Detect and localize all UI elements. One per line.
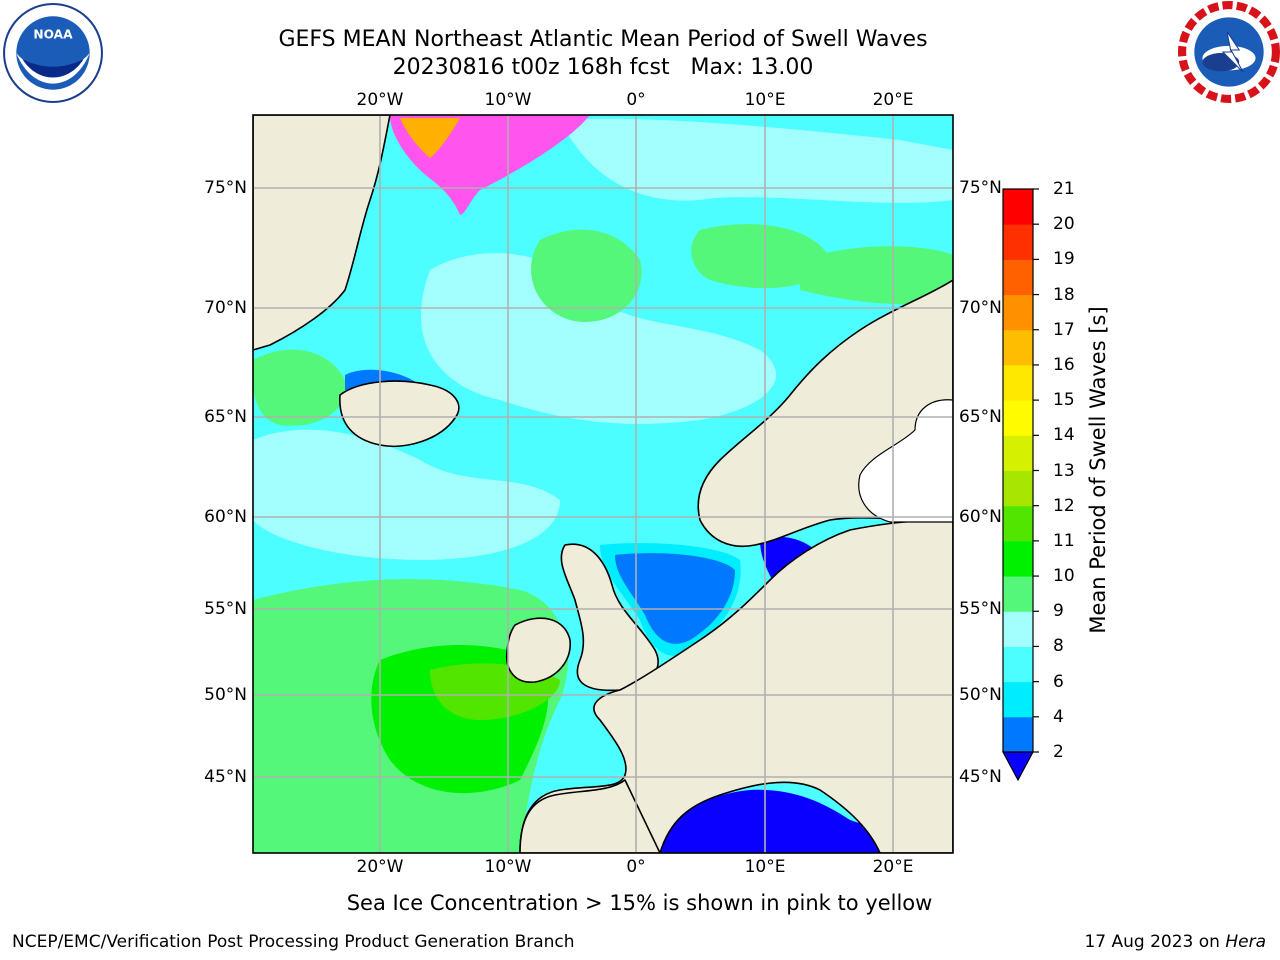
colorbar: [1001, 188, 1039, 782]
lat-tick-left: 65°N: [204, 407, 247, 427]
period-8-9-region: [560, 118, 953, 203]
sea-ice-note: Sea Ice Concentration > 15% is shown in …: [346, 891, 933, 915]
colorbar-band: [1003, 646, 1033, 683]
colorbar-tick-label: 8: [1053, 636, 1064, 657]
lat-tick-left: 70°N: [204, 298, 247, 318]
period-2-4-region: [615, 553, 735, 644]
chart-title: GEFS MEAN Northeast Atlantic Mean Period…: [203, 26, 1003, 82]
lon-tick-bottom: 0°: [626, 857, 646, 877]
lat-tick-right: 70°N: [959, 298, 1002, 318]
period-9-10-region: [531, 229, 642, 322]
colorbar-tick-label: 18: [1053, 284, 1075, 305]
iceland-land: [339, 380, 460, 448]
colorbar-tick-label: 20: [1053, 214, 1075, 235]
period-8-9-region: [420, 253, 777, 424]
lat-tick-left: 45°N: [204, 767, 247, 787]
greenland-land: [253, 115, 391, 351]
footer-date-text: 17 Aug 2023 on: [1084, 932, 1226, 952]
colorbar-band: [1003, 470, 1033, 507]
colorbar-band: [1003, 716, 1033, 753]
lat-tick-right: 50°N: [959, 685, 1002, 705]
lat-tick-left: 50°N: [204, 685, 247, 705]
nws-logo: [1178, 1, 1280, 103]
colorbar-tick-label: 17: [1053, 319, 1075, 340]
colorbar-tick-label: 2: [1053, 742, 1064, 762]
footer-host: Hera: [1225, 932, 1266, 952]
colorbar-tick-label: 4: [1053, 706, 1064, 727]
colorbar-band: [1003, 435, 1033, 471]
colorbar-tick-label: 19: [1053, 249, 1075, 270]
lat-tick-right: 60°N: [959, 507, 1002, 527]
title-line-2: 20230816 t00z 168h fcst Max: 13.00: [392, 55, 814, 80]
colorbar-band: [1003, 224, 1033, 260]
lon-tick-bottom: 10°W: [484, 857, 532, 877]
colorbar-band: [1003, 576, 1033, 612]
lon-tick-top: 0°: [626, 90, 646, 110]
noaa-logo: NOAA: [3, 3, 103, 103]
lon-tick-top: 20°E: [872, 90, 914, 110]
colorbar-tick-label: 15: [1053, 390, 1075, 411]
colorbar-tick-label: 12: [1053, 495, 1075, 516]
lat-tick-right: 75°N: [959, 178, 1002, 198]
colorbar-band: [1003, 611, 1033, 647]
lat-tick-right: 65°N: [959, 407, 1002, 427]
colorbar-band: [1003, 681, 1033, 718]
footer-branch: NCEP/EMC/Verification Post Processing Pr…: [12, 932, 575, 952]
no-data-region: [858, 399, 953, 523]
lon-tick-bottom: 20°E: [872, 857, 914, 877]
lon-tick-bottom: 10°E: [744, 857, 786, 877]
colorbar-label: Mean Period of Swell Waves [s]: [1086, 306, 1110, 634]
lat-tick-left: 60°N: [204, 507, 247, 527]
period-9-10-region: [800, 246, 953, 305]
period-9-10-region: [253, 349, 346, 426]
colorbar-band: [1003, 259, 1033, 296]
iberia-land: [519, 779, 661, 853]
colorbar-band: [1003, 294, 1033, 331]
lat-tick-right: 45°N: [959, 767, 1002, 787]
title-line-1: GEFS MEAN Northeast Atlantic Mean Period…: [278, 27, 928, 52]
lon-tick-top: 20°W: [356, 90, 404, 110]
map-frame: [252, 114, 954, 854]
lat-tick-right: 55°N: [959, 599, 1002, 619]
colorbar-tick-label: 16: [1053, 354, 1075, 375]
colorbar-band: [1003, 329, 1033, 366]
footer-date: 17 Aug 2023 on Hera: [1084, 932, 1266, 952]
period-9-10-region: [691, 224, 830, 289]
noaa-logo-text: NOAA: [33, 28, 73, 42]
lat-tick-left: 75°N: [204, 178, 247, 198]
colorbar-band: [1003, 189, 1033, 225]
colorbar-tick-label: 14: [1053, 425, 1075, 446]
colorbar-band: [1003, 540, 1033, 577]
continental-europe-land: [519, 519, 953, 853]
lon-tick-bottom: 20°W: [356, 857, 404, 877]
lon-tick-top: 10°E: [744, 90, 786, 110]
colorbar-band: [1003, 364, 1033, 401]
colorbar-band: [1003, 505, 1033, 542]
period-8-9-region: [253, 429, 560, 560]
colorbar-tick-label: 11: [1053, 530, 1075, 551]
lon-tick-top: 10°W: [484, 90, 532, 110]
colorbar-tick-label: 21: [1053, 179, 1075, 199]
lat-tick-left: 55°N: [204, 599, 247, 619]
sea-ice-region: [400, 118, 460, 158]
colorbar-tick-label: 9: [1053, 601, 1064, 622]
colorbar-tick-label: 13: [1053, 460, 1075, 481]
colorbar-tick-label: 10: [1053, 566, 1075, 587]
colorbar-tick-label: 6: [1053, 671, 1064, 692]
colorbar-band: [1003, 400, 1033, 436]
